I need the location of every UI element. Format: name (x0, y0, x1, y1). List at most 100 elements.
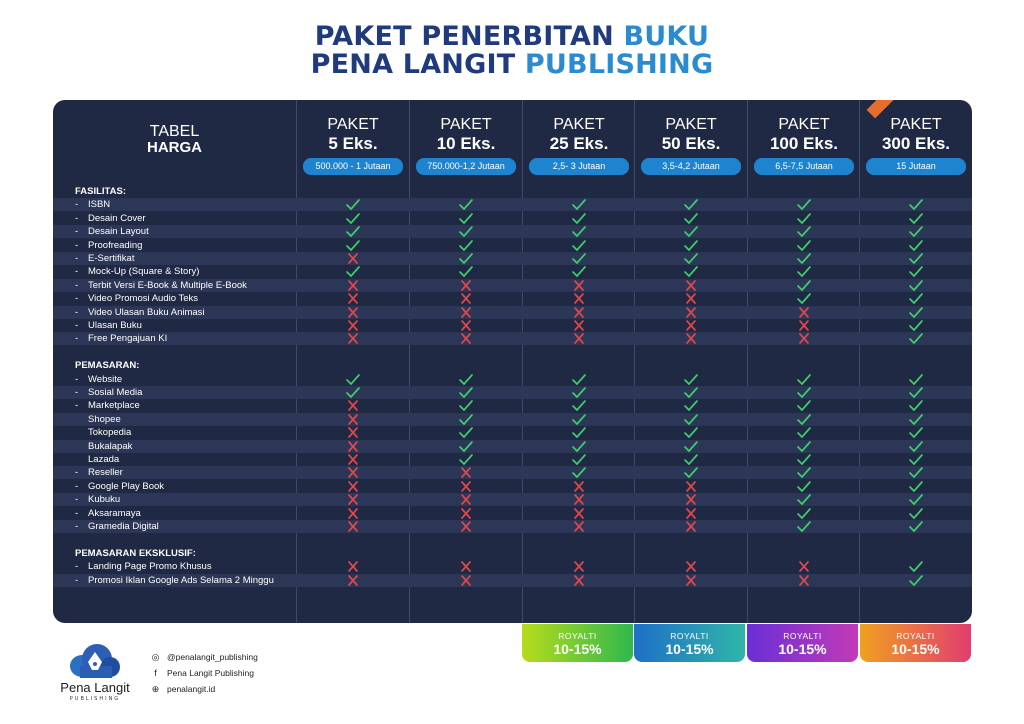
feature-row: - Desain Cover (53, 212, 972, 225)
package-header: PAKET 300 Eks. 15 Jutaan (860, 116, 972, 175)
cross-icon (796, 306, 812, 319)
cross-icon (345, 306, 361, 319)
section-heading: PEMASARAN: (53, 359, 972, 372)
cross-icon (458, 332, 474, 345)
cross-icon (683, 332, 699, 345)
check-icon (458, 453, 474, 466)
check-icon (345, 239, 361, 252)
check-icon (908, 574, 924, 587)
facebook-link[interactable]: f Pena Langit Publishing (150, 667, 254, 679)
check-icon (683, 440, 699, 453)
feature-row: - Mock-Up (Square & Story) (53, 265, 972, 278)
package-label: PAKET (553, 116, 605, 133)
check-icon (683, 265, 699, 278)
feature-row: Tokopedia (53, 426, 972, 439)
bullet-dash: - (75, 293, 79, 305)
package-header: PAKET 100 Eks. 6,5-7,5 Jutaan (748, 116, 860, 175)
check-icon (571, 225, 587, 238)
cross-icon (571, 319, 587, 332)
bullet-dash: - (75, 320, 79, 331)
cross-icon (571, 574, 587, 587)
cross-icon (345, 399, 361, 412)
column-divider (747, 100, 748, 623)
feature-row: - Marketplace (53, 399, 972, 412)
bullet-dash: - (75, 266, 79, 278)
cross-icon (345, 453, 361, 466)
check-icon (571, 453, 587, 466)
feature-row: - Desain Layout (53, 225, 972, 239)
check-icon (796, 265, 812, 278)
check-icon (458, 198, 474, 211)
feature-label: Desain Cover (88, 212, 146, 224)
feature-label: Video Ulasan Buku Animasi (88, 306, 205, 318)
bullet-dash: - (75, 333, 79, 345)
feature-label: Promosi Iklan Google Ads Selama 2 Minggu (88, 574, 274, 586)
feature-row: - ISBN (53, 198, 972, 212)
check-icon (683, 453, 699, 466)
check-icon (796, 399, 812, 412)
column-divider (409, 100, 410, 623)
check-icon (796, 507, 812, 520)
feature-row: - Ulasan Buku (53, 319, 972, 332)
feature-label: E-Sertifikat (88, 253, 135, 264)
cross-icon (458, 520, 474, 533)
feature-row: - Website (53, 373, 972, 386)
check-icon (571, 265, 587, 278)
check-icon (908, 493, 924, 506)
feature-row: - Video Promosi Audio Teks (53, 292, 972, 305)
feature-row: - Gramedia Digital (53, 520, 972, 533)
feature-label: Desain Layout (88, 226, 149, 238)
check-icon (683, 252, 699, 265)
cross-icon (458, 319, 474, 332)
check-icon (571, 252, 587, 265)
check-icon (796, 198, 812, 211)
bullet-dash: - (75, 239, 79, 251)
check-icon (908, 279, 924, 292)
instagram-link[interactable]: ◎ @penalangit_publishing (151, 652, 258, 662)
website-link[interactable]: ⊕ penalangit.id (151, 684, 216, 694)
check-icon (908, 440, 924, 453)
cross-icon (683, 507, 699, 520)
royalty-badge: ROYALTI 10-15% (860, 624, 971, 662)
cross-icon (571, 560, 587, 573)
bullet-dash: - (75, 561, 79, 573)
spacer-row (53, 346, 972, 359)
check-icon (796, 440, 812, 453)
cross-icon (683, 493, 699, 506)
feature-label: Bukalapak (88, 440, 133, 452)
cross-icon (345, 507, 361, 520)
check-icon (458, 225, 474, 238)
royalty-badge: ROYALTI 10-15% (747, 624, 858, 662)
bullet-dash: - (75, 521, 79, 532)
feature-row: - Reseller (53, 466, 972, 480)
bullet-dash: - (75, 400, 79, 412)
check-icon (458, 386, 474, 399)
check-icon (571, 373, 587, 386)
check-icon (908, 520, 924, 533)
cross-icon (345, 292, 361, 305)
feature-label: Marketplace (88, 400, 140, 412)
check-icon (458, 413, 474, 426)
price-badge: 3,5-4,2 Jutaan (641, 158, 741, 175)
bullet-dash: - (75, 253, 79, 264)
cross-icon (458, 493, 474, 506)
check-icon (458, 440, 474, 453)
feature-row: - Aksaramaya (53, 507, 972, 520)
check-icon (908, 198, 924, 211)
check-icon (796, 413, 812, 426)
cross-icon (796, 332, 812, 345)
feature-label: Shopee (88, 413, 121, 425)
feature-label: Website (88, 373, 123, 385)
cross-icon (345, 440, 361, 453)
check-icon (908, 319, 924, 332)
pricing-table: TABEL HARGA PAKET 5 Eks. 500.000 - 1 Jutaa… (53, 100, 972, 623)
check-icon (796, 426, 812, 439)
page-title-line2: PENA LANGIT PUBLISHING (310, 49, 714, 80)
cross-icon (345, 252, 361, 265)
column-divider (634, 100, 635, 623)
instagram-icon: ◎ (151, 652, 160, 662)
cross-icon (683, 279, 699, 292)
cross-icon (345, 560, 361, 573)
package-label: PAKET (665, 116, 717, 133)
bullet-dash: - (75, 494, 79, 506)
